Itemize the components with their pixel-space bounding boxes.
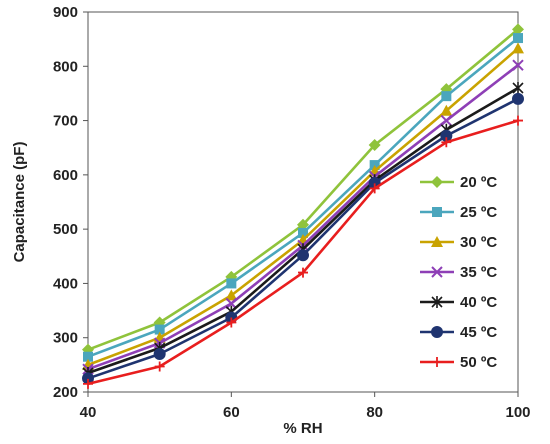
legend-marker xyxy=(431,266,443,278)
series-7 xyxy=(83,115,523,389)
legend-marker xyxy=(431,326,443,338)
y-tick-label: 500 xyxy=(53,221,78,238)
x-tick-label: 100 xyxy=(505,404,530,421)
x-axis: 40 60 80 100 xyxy=(80,392,531,421)
series-layer xyxy=(82,23,524,389)
legend-marker xyxy=(431,296,443,308)
data-point xyxy=(512,23,524,36)
data-point xyxy=(153,348,166,360)
data-point xyxy=(298,267,308,278)
plot-area xyxy=(87,11,519,393)
series-2 xyxy=(83,33,523,362)
data-point xyxy=(513,115,523,126)
y-tick-label: 800 xyxy=(53,58,78,75)
legend-item: 25 ºC xyxy=(420,204,497,221)
legend-label: 40 ºC xyxy=(460,294,497,311)
data-point xyxy=(83,378,93,389)
legend-item: 30 ºC xyxy=(420,234,497,251)
x-axis-title: % RH xyxy=(283,420,322,437)
legend-item: 45 ºC xyxy=(420,324,497,341)
data-point xyxy=(440,104,453,116)
data-point xyxy=(83,351,93,362)
series-3 xyxy=(82,42,524,370)
data-point xyxy=(440,129,453,142)
data-point xyxy=(441,91,452,102)
legend-item: 20 ºC xyxy=(420,174,497,191)
legend-item: 40 ºC xyxy=(420,294,497,311)
x-tick-label: 40 xyxy=(80,404,97,421)
series-line xyxy=(87,64,519,371)
data-point xyxy=(298,227,308,238)
plot-border xyxy=(87,11,519,393)
series-6 xyxy=(82,92,524,385)
x-tick-label: 60 xyxy=(223,404,240,421)
series-line xyxy=(87,37,519,358)
series-line xyxy=(87,47,519,367)
data-point xyxy=(512,59,524,71)
data-point xyxy=(226,278,237,289)
legend-label: 25 ºC xyxy=(460,204,497,221)
legend-marker xyxy=(432,357,442,367)
data-point xyxy=(512,42,524,54)
data-point xyxy=(226,317,237,328)
y-axis-title: Capacitance (pF) xyxy=(11,142,28,263)
y-axis: 200 300 400 500 600 700 800 900 xyxy=(53,4,88,401)
data-point xyxy=(154,361,165,372)
data-point xyxy=(154,324,165,335)
y-tick-label: 300 xyxy=(53,330,78,347)
legend: 20 ºC 25 ºC 30 ºC 35 ºC 40 ºC 45 ºC 50 ºC xyxy=(420,174,497,371)
legend-item: 50 ºC xyxy=(420,354,497,371)
data-point xyxy=(82,372,94,385)
data-point xyxy=(369,183,380,194)
legend-marker xyxy=(431,176,443,188)
x-tick-label: 80 xyxy=(366,404,383,421)
data-point xyxy=(512,82,524,94)
data-point xyxy=(368,139,381,151)
data-point xyxy=(512,92,524,105)
y-tick-label: 200 xyxy=(53,384,78,401)
legend-label: 35 ºC xyxy=(460,264,497,281)
y-tick-label: 900 xyxy=(53,4,78,21)
data-point xyxy=(225,289,238,301)
legend-label: 50 ºC xyxy=(460,354,497,371)
legend-label: 30 ºC xyxy=(460,234,497,251)
data-point xyxy=(225,297,238,310)
data-point xyxy=(441,137,452,148)
y-tick-label: 700 xyxy=(53,113,78,130)
legend-label: 45 ºC xyxy=(460,324,497,341)
data-point xyxy=(297,218,309,231)
legend-marker xyxy=(432,207,442,217)
data-point xyxy=(513,33,523,44)
legend-label: 20 ºC xyxy=(460,174,497,191)
legend-item: 35 ºC xyxy=(420,264,497,281)
data-point xyxy=(297,249,309,262)
legend-marker xyxy=(431,236,443,247)
y-tick-label: 600 xyxy=(53,167,78,184)
y-tick-label: 400 xyxy=(53,275,78,292)
series-1 xyxy=(82,23,524,356)
data-point xyxy=(440,114,453,127)
